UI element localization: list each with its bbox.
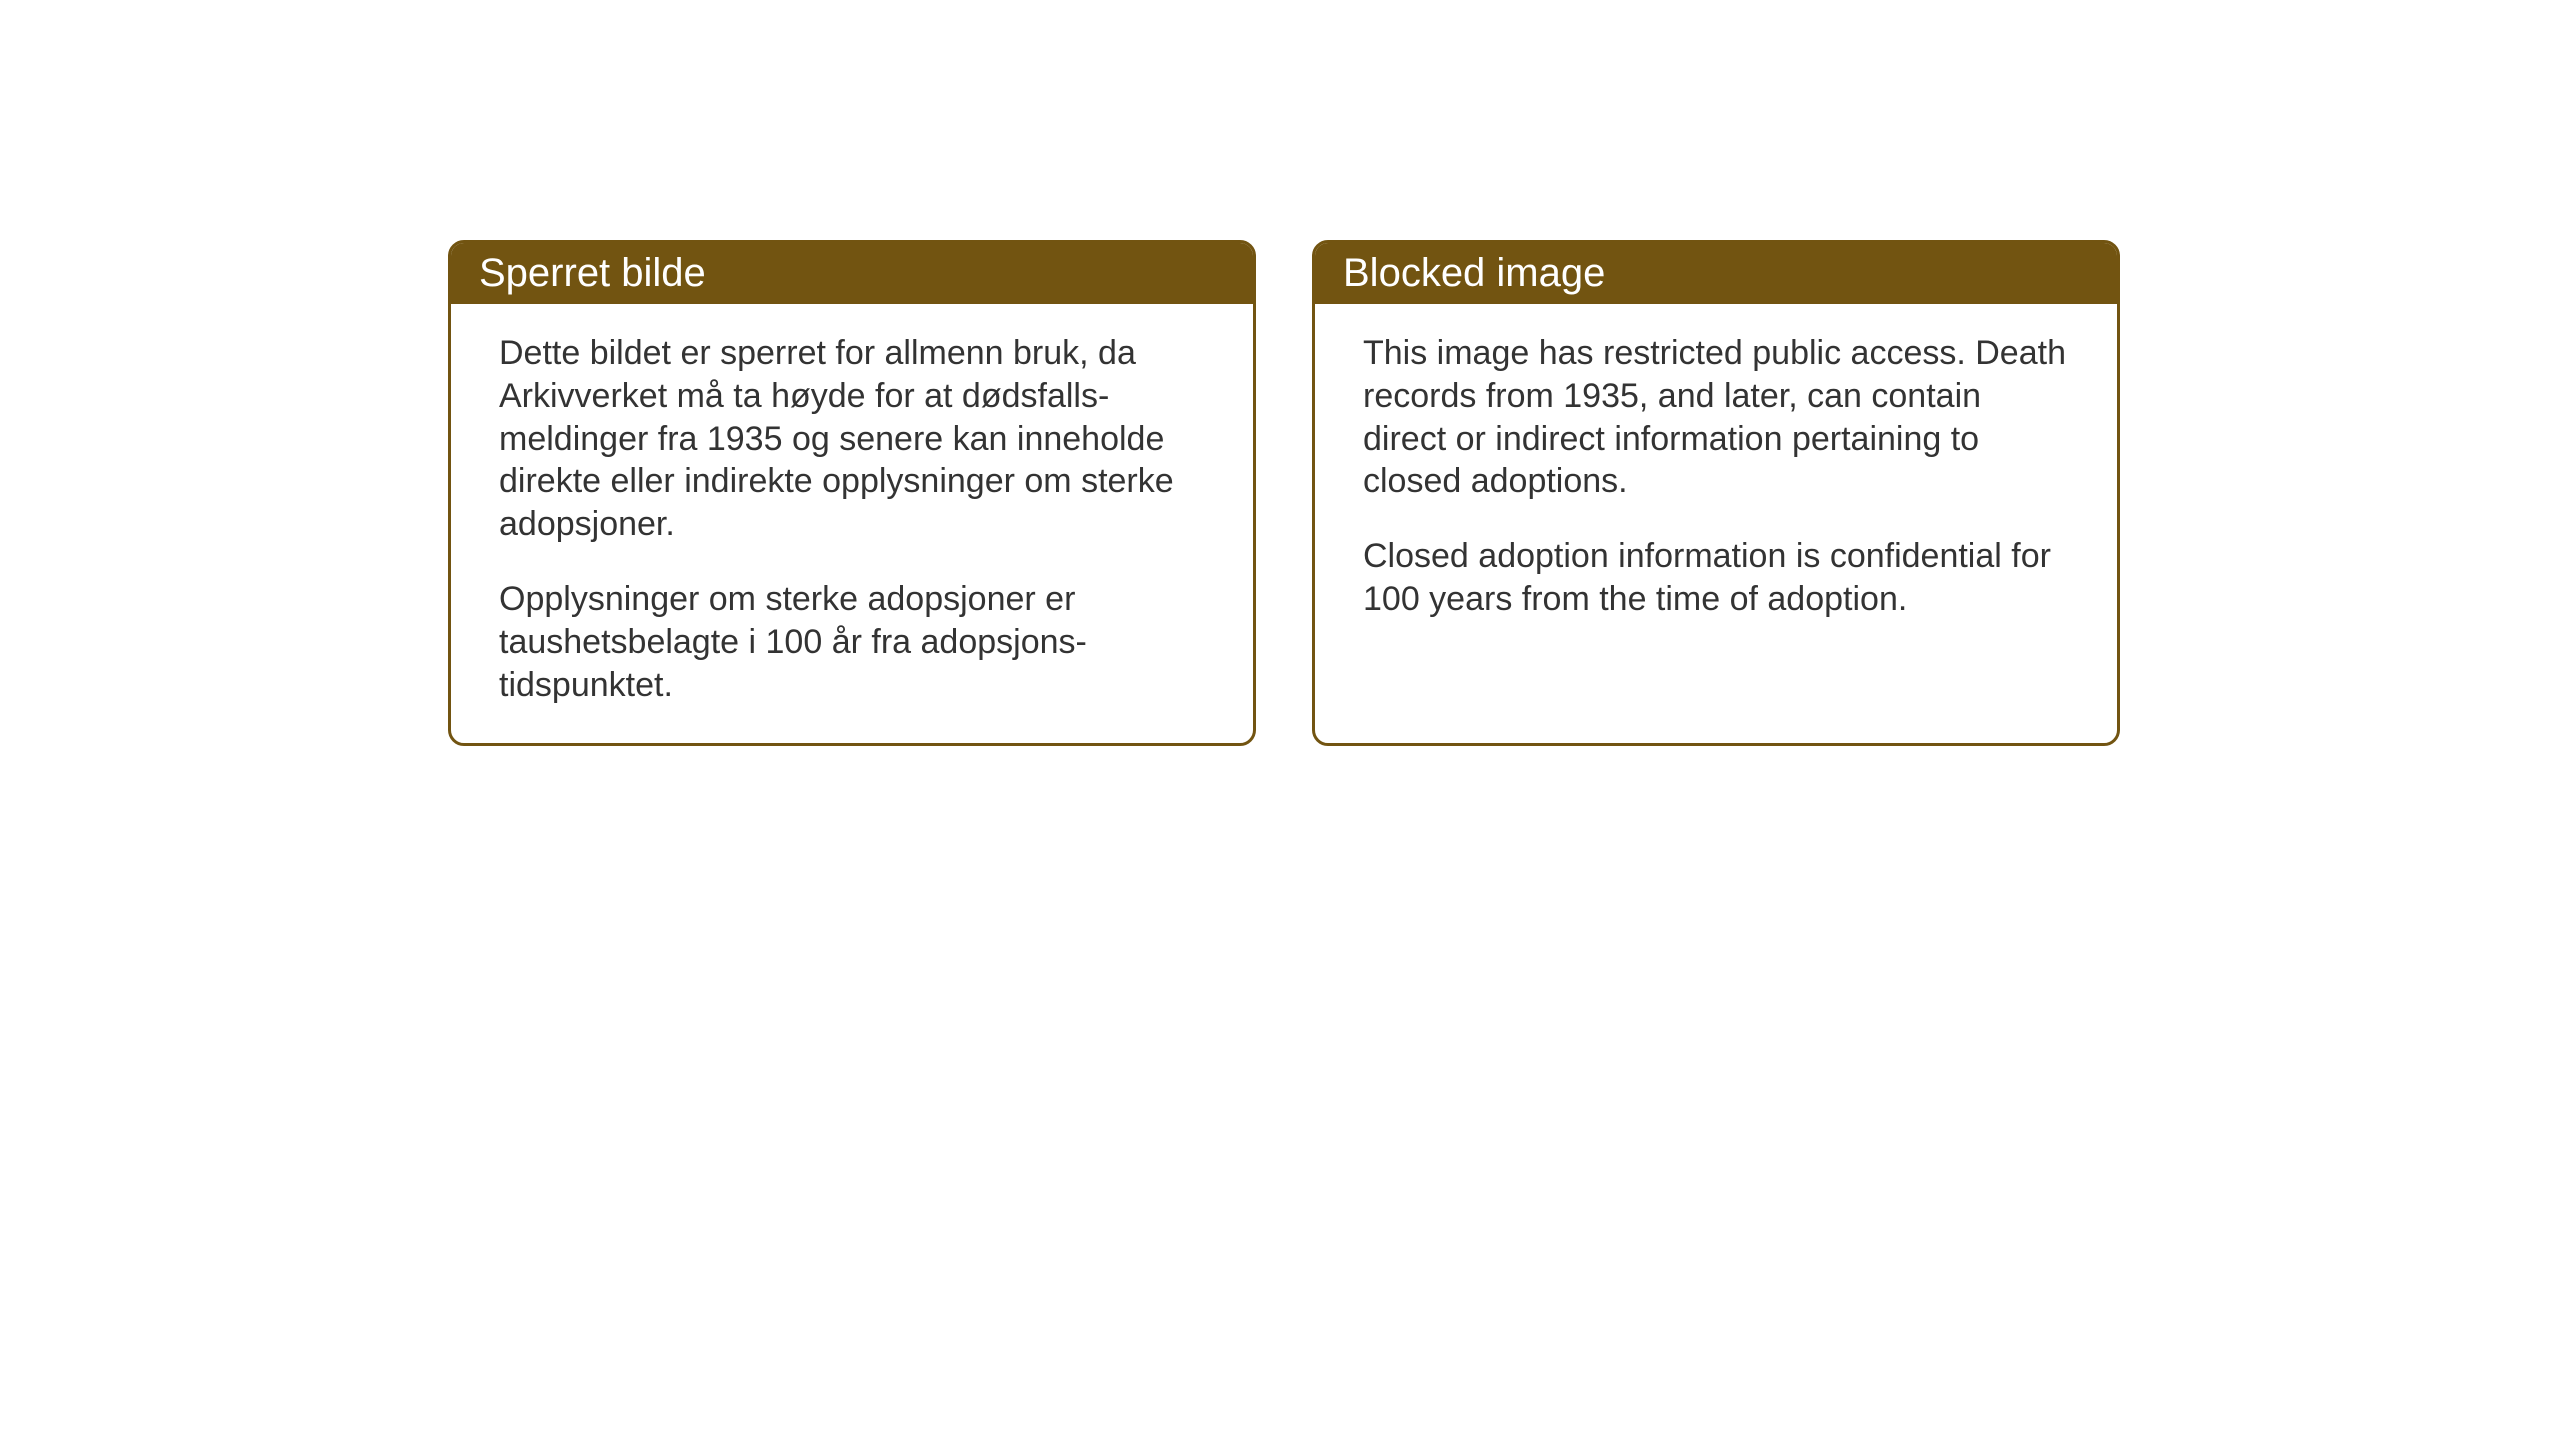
card-title: Blocked image xyxy=(1343,251,1605,295)
notice-paragraph-1: Dette bildet er sperret for allmenn bruk… xyxy=(499,332,1205,546)
notice-paragraph-1: This image has restricted public access.… xyxy=(1363,332,2069,503)
card-title: Sperret bilde xyxy=(479,251,706,295)
card-header: Blocked image xyxy=(1315,243,2117,304)
card-body: Dette bildet er sperret for allmenn bruk… xyxy=(451,304,1253,743)
notice-paragraph-2: Opplysninger om sterke adopsjoner er tau… xyxy=(499,578,1205,706)
notice-card-norwegian: Sperret bilde Dette bildet er sperret fo… xyxy=(448,240,1256,746)
card-body: This image has restricted public access.… xyxy=(1315,304,2117,657)
notice-card-english: Blocked image This image has restricted … xyxy=(1312,240,2120,746)
notice-paragraph-2: Closed adoption information is confident… xyxy=(1363,535,2069,621)
card-header: Sperret bilde xyxy=(451,243,1253,304)
notice-container: Sperret bilde Dette bildet er sperret fo… xyxy=(448,240,2120,746)
